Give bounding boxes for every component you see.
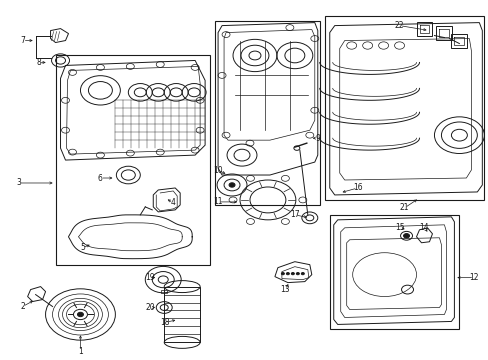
Bar [329,215,458,329]
Circle shape [301,273,304,275]
Text: 15: 15 [394,223,404,232]
Text: 13: 13 [280,285,289,294]
Bar [215,21,319,205]
Text: 2: 2 [20,302,25,311]
Text: 20: 20 [145,303,155,312]
Text: 1: 1 [78,347,82,356]
Circle shape [286,273,289,275]
Text: 7: 7 [20,36,25,45]
Text: 11: 11 [213,197,223,206]
Text: 12: 12 [468,273,478,282]
Text: 8: 8 [36,58,41,67]
Text: 18: 18 [160,318,170,327]
Circle shape [403,234,408,238]
Text: 16: 16 [352,184,362,193]
Bar [56,55,210,265]
Circle shape [228,183,235,187]
Circle shape [77,312,83,317]
Bar [324,15,483,200]
Circle shape [296,273,299,275]
Text: 5: 5 [80,243,85,252]
Text: 9: 9 [315,134,320,143]
Text: 14: 14 [419,223,428,232]
Text: 4: 4 [170,198,175,207]
Circle shape [281,273,284,275]
Text: 10: 10 [213,166,223,175]
Text: 3: 3 [16,179,21,188]
Text: 21: 21 [399,203,408,212]
Text: 19: 19 [145,273,155,282]
Text: 22: 22 [394,21,404,30]
Text: 6: 6 [98,174,102,183]
Circle shape [291,273,294,275]
Text: 17: 17 [289,210,299,219]
